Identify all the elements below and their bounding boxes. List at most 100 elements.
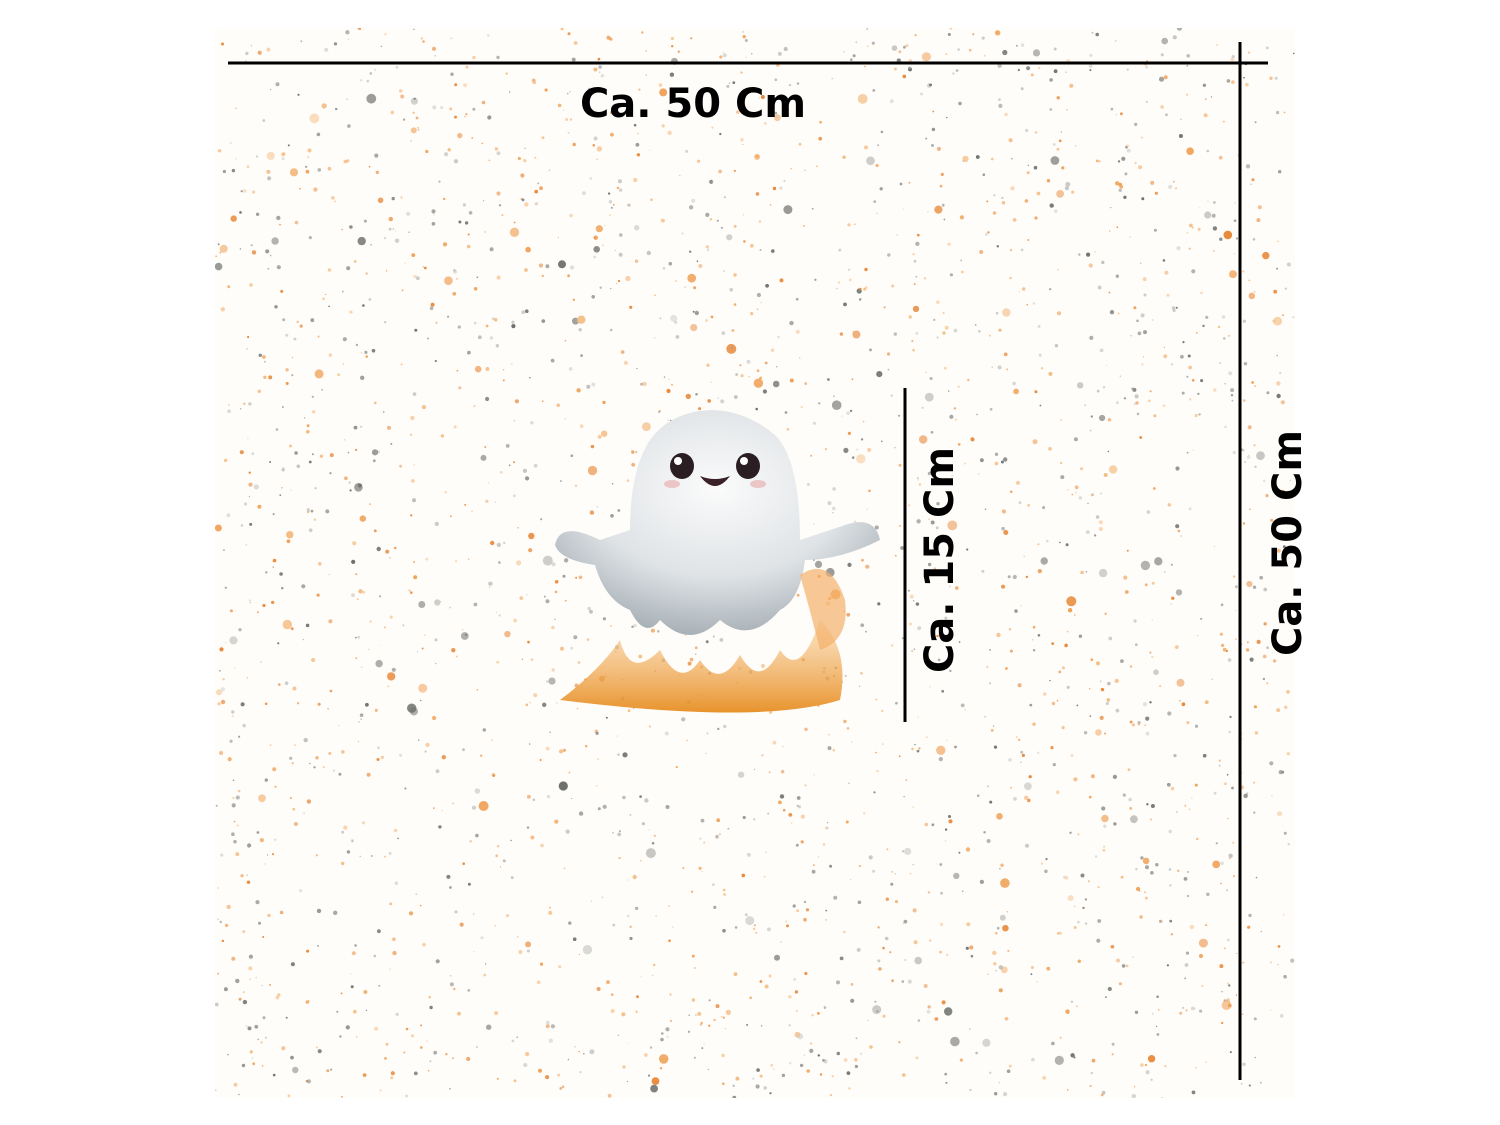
speckle [622, 752, 628, 758]
speckle [338, 724, 340, 727]
speckle [1271, 794, 1273, 797]
speckle [864, 65, 866, 68]
speckle [894, 873, 896, 875]
speckle [496, 55, 500, 60]
speckle [579, 1071, 582, 1074]
speckle [578, 953, 581, 956]
speckle [831, 77, 834, 80]
speckle [1071, 190, 1075, 194]
speckle [792, 904, 796, 908]
speckle [227, 757, 232, 762]
speckle [1153, 669, 1159, 675]
speckle [723, 724, 727, 729]
speckle [927, 471, 932, 476]
speckle [475, 833, 479, 838]
speckle [944, 325, 949, 330]
speckle [455, 560, 457, 562]
speckle [912, 806, 914, 808]
speckle [247, 437, 249, 439]
speckle [1126, 144, 1130, 148]
speckle [449, 982, 454, 987]
speckle [498, 204, 502, 207]
speckle [846, 727, 850, 730]
speckle [323, 766, 325, 768]
speckle [557, 236, 560, 238]
speckle [789, 378, 794, 383]
speckle [880, 130, 884, 134]
speckle [462, 203, 466, 207]
speckle [576, 388, 581, 393]
speckle [238, 997, 242, 1001]
speckle [374, 708, 378, 713]
speckle [969, 49, 971, 51]
speckle [658, 1054, 669, 1064]
speckle [471, 137, 474, 139]
speckle [706, 248, 710, 252]
speckle [809, 1042, 813, 1045]
speckle [1001, 509, 1007, 514]
speckle [529, 701, 531, 704]
speckle [994, 931, 998, 935]
speckle [513, 1079, 517, 1083]
speckle [687, 273, 697, 283]
speckle [355, 343, 358, 346]
speckle [530, 421, 534, 425]
speckle [752, 1077, 755, 1080]
speckle [709, 179, 714, 184]
speckle [979, 250, 984, 254]
speckle [1016, 480, 1020, 485]
speckle [1065, 71, 1067, 73]
speckle [221, 42, 224, 46]
speckle [1056, 700, 1059, 702]
speckle [849, 409, 853, 413]
speckle [1010, 786, 1013, 789]
speckle [609, 214, 611, 216]
speckle [384, 33, 387, 36]
speckle [723, 270, 725, 272]
speckle [1105, 702, 1109, 705]
speckle [1157, 1009, 1160, 1011]
speckle [371, 855, 373, 857]
speckle [1154, 191, 1158, 195]
speckle [1203, 113, 1208, 118]
speckle [269, 461, 272, 463]
speckle [867, 1019, 869, 1022]
speckle [346, 266, 351, 271]
speckle [1188, 507, 1192, 511]
speckle [610, 111, 614, 115]
speckle [1224, 383, 1226, 385]
speckle [1136, 886, 1141, 892]
speckle [321, 388, 323, 391]
speckle [1188, 808, 1191, 810]
speckle [915, 241, 920, 246]
speckle [604, 224, 606, 227]
speckle [668, 905, 670, 907]
speckle [328, 573, 331, 576]
speckle [304, 417, 306, 419]
speckle [689, 657, 694, 662]
speckle [1109, 310, 1115, 315]
speckle [912, 864, 914, 866]
speckle [1102, 386, 1106, 389]
speckle [1228, 371, 1233, 376]
speckle [1056, 190, 1064, 198]
speckle [1049, 78, 1053, 82]
speckle [726, 84, 730, 88]
speckle [545, 1024, 550, 1029]
speckle [368, 298, 372, 301]
speckle [703, 114, 706, 117]
speckle [720, 399, 725, 404]
speckle [695, 393, 698, 396]
speckle [912, 908, 917, 913]
speckle [860, 672, 863, 675]
speckle [760, 95, 765, 99]
speckle [370, 243, 372, 246]
speckle [727, 827, 730, 830]
speckle [694, 646, 698, 650]
speckle [278, 683, 281, 686]
speckle [986, 839, 991, 843]
speckle [447, 148, 451, 152]
speckle [674, 320, 678, 324]
speckle [215, 804, 218, 807]
speckle [374, 69, 376, 71]
